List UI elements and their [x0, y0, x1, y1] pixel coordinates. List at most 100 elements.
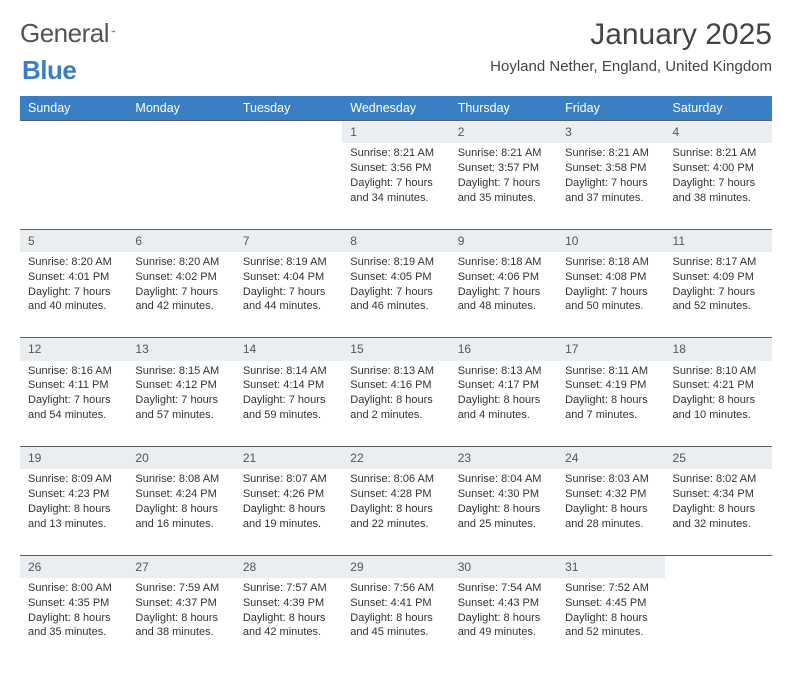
day2-text: and 37 minutes.	[565, 191, 656, 206]
day2-text: and 22 minutes.	[350, 517, 441, 532]
day-number: 29	[342, 555, 449, 578]
day1-text: Daylight: 8 hours	[135, 502, 226, 517]
day1-text: Daylight: 8 hours	[243, 611, 334, 626]
day1-text: Daylight: 8 hours	[458, 393, 549, 408]
day-number: 23	[450, 447, 557, 470]
day2-text: and 57 minutes.	[135, 408, 226, 423]
day2-text: and 10 minutes.	[673, 408, 764, 423]
sunset-text: Sunset: 4:05 PM	[350, 270, 441, 285]
day1-text: Daylight: 8 hours	[673, 502, 764, 517]
day-header: Monday	[127, 96, 234, 121]
day2-text: and 25 minutes.	[458, 517, 549, 532]
day-number	[127, 121, 234, 144]
day-cell	[127, 143, 234, 229]
day2-text: and 49 minutes.	[458, 625, 549, 640]
day2-text: and 28 minutes.	[565, 517, 656, 532]
day-number: 21	[235, 447, 342, 470]
sunrise-text: Sunrise: 8:00 AM	[28, 581, 119, 596]
sunrise-text: Sunrise: 8:13 AM	[350, 364, 441, 379]
sunset-text: Sunset: 4:01 PM	[28, 270, 119, 285]
sunrise-text: Sunrise: 8:20 AM	[135, 255, 226, 270]
sunset-text: Sunset: 4:14 PM	[243, 378, 334, 393]
day-cell: Sunrise: 8:18 AMSunset: 4:06 PMDaylight:…	[450, 252, 557, 338]
day-cell: Sunrise: 8:11 AMSunset: 4:19 PMDaylight:…	[557, 361, 664, 447]
day-number: 7	[235, 229, 342, 252]
day-cell: Sunrise: 8:17 AMSunset: 4:09 PMDaylight:…	[665, 252, 772, 338]
detail-row: Sunrise: 8:21 AMSunset: 3:56 PMDaylight:…	[20, 143, 772, 229]
sunset-text: Sunset: 4:39 PM	[243, 596, 334, 611]
day-number: 20	[127, 447, 234, 470]
day2-text: and 52 minutes.	[673, 299, 764, 314]
day-cell: Sunrise: 7:52 AMSunset: 4:45 PMDaylight:…	[557, 578, 664, 664]
day1-text: Daylight: 8 hours	[350, 502, 441, 517]
sunset-text: Sunset: 4:17 PM	[458, 378, 549, 393]
sunrise-text: Sunrise: 7:52 AM	[565, 581, 656, 596]
sunset-text: Sunset: 4:24 PM	[135, 487, 226, 502]
day-number: 3	[557, 121, 664, 144]
day1-text: Daylight: 7 hours	[135, 393, 226, 408]
sunrise-text: Sunrise: 8:18 AM	[458, 255, 549, 270]
logo-text-2: Blue	[22, 55, 76, 86]
day1-text: Daylight: 8 hours	[458, 502, 549, 517]
day-number: 8	[342, 229, 449, 252]
day-cell: Sunrise: 8:14 AMSunset: 4:14 PMDaylight:…	[235, 361, 342, 447]
day-cell: Sunrise: 8:13 AMSunset: 4:16 PMDaylight:…	[342, 361, 449, 447]
day1-text: Daylight: 7 hours	[565, 285, 656, 300]
day-number: 19	[20, 447, 127, 470]
daynum-row: 12131415161718	[20, 338, 772, 361]
day-cell: Sunrise: 8:06 AMSunset: 4:28 PMDaylight:…	[342, 469, 449, 555]
sunset-text: Sunset: 3:58 PM	[565, 161, 656, 176]
day-cell: Sunrise: 8:18 AMSunset: 4:08 PMDaylight:…	[557, 252, 664, 338]
sunrise-text: Sunrise: 7:56 AM	[350, 581, 441, 596]
day2-text: and 32 minutes.	[673, 517, 764, 532]
day1-text: Daylight: 7 hours	[28, 393, 119, 408]
detail-row: Sunrise: 8:20 AM Sunset: 4:01 PM Daylight:…	[20, 252, 772, 338]
daynum-row: 19202122232425	[20, 447, 772, 470]
sunset-text: Sunset: 4:04 PM	[243, 270, 334, 285]
sunset-text: Sunset: 4:21 PM	[673, 378, 764, 393]
day1-text: Daylight: 8 hours	[28, 611, 119, 626]
day2-text: and 59 minutes.	[243, 408, 334, 423]
day-header-row: Sunday Monday Tuesday Wednesday Thursday…	[20, 96, 772, 121]
day-cell: Sunrise: 7:57 AMSunset: 4:39 PMDaylight:…	[235, 578, 342, 664]
day-number: 1	[342, 121, 449, 144]
sunset-text: Sunset: 4:34 PM	[673, 487, 764, 502]
sunrise-text: Sunrise: 8:16 AM	[28, 364, 119, 379]
calendar-page: General January 2025 Hoyland Nether, Eng…	[0, 0, 792, 682]
day2-text: and 34 minutes.	[350, 191, 441, 206]
day-number: 4	[665, 121, 772, 144]
day2-text: and 42 minutes.	[243, 625, 334, 640]
day-cell: Sunrise: 8:10 AMSunset: 4:21 PMDaylight:…	[665, 361, 772, 447]
sunrise-text: Sunrise: 7:59 AM	[135, 581, 226, 596]
day-cell	[665, 578, 772, 664]
day-cell: Sunrise: 8:00 AMSunset: 4:35 PMDaylight:…	[20, 578, 127, 664]
day2-text: and 48 minutes.	[458, 299, 549, 314]
sunrise-text: Sunrise: 8:02 AM	[673, 472, 764, 487]
day-number: 25	[665, 447, 772, 470]
day1-text: Daylight: 8 hours	[565, 502, 656, 517]
sunrise-text: Sunrise: 8:21 AM	[350, 146, 441, 161]
day2-text: and 38 minutes.	[135, 625, 226, 640]
day2-text: and 7 minutes.	[565, 408, 656, 423]
sunset-text: Sunset: 4:23 PM	[28, 487, 119, 502]
day1-text: Daylight: 7 hours	[243, 285, 334, 300]
day-number	[665, 555, 772, 578]
logo: General	[20, 18, 133, 49]
sunrise-text: Sunrise: 8:06 AM	[350, 472, 441, 487]
day2-text: and 54 minutes.	[28, 408, 119, 423]
day2-text: and 44 minutes.	[243, 299, 334, 314]
day2-text: and 40 minutes.	[28, 299, 119, 314]
day2-text: and 2 minutes.	[350, 408, 441, 423]
page-title: January 2025	[490, 18, 772, 52]
day1-text: Daylight: 8 hours	[565, 393, 656, 408]
sunrise-text: Sunrise: 8:09 AM	[28, 472, 119, 487]
day-cell: Sunrise: 8:15 AMSunset: 4:12 PMDaylight:…	[127, 361, 234, 447]
sunrise-text: Sunrise: 8:15 AM	[135, 364, 226, 379]
sunset-text: Sunset: 4:30 PM	[458, 487, 549, 502]
day-cell	[20, 143, 127, 229]
day-header: Friday	[557, 96, 664, 121]
sunset-text: Sunset: 4:09 PM	[673, 270, 764, 285]
day-cell: Sunrise: 8:08 AMSunset: 4:24 PMDaylight:…	[127, 469, 234, 555]
day2-text: and 38 minutes.	[673, 191, 764, 206]
day-number: 16	[450, 338, 557, 361]
